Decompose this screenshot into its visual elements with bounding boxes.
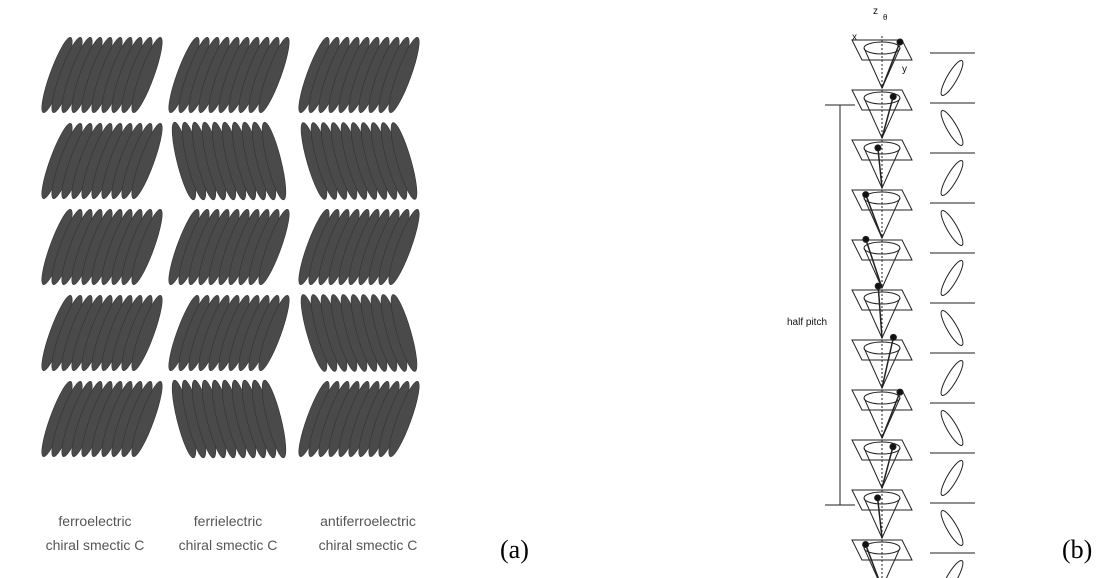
- arrow-head: [874, 494, 882, 502]
- arrow-head: [889, 443, 897, 451]
- director: [881, 337, 895, 389]
- molecule: [388, 209, 420, 285]
- cone: [863, 547, 901, 578]
- molecule: [131, 123, 163, 199]
- panel-a: [41, 37, 420, 459]
- molecule: [131, 381, 163, 457]
- axis-label: x: [852, 32, 857, 43]
- molecule-side: [940, 360, 964, 396]
- arrow-head: [889, 93, 897, 101]
- molecule-side: [940, 60, 964, 96]
- molecule: [131, 37, 163, 113]
- molecule: [261, 121, 287, 201]
- arrow-head: [889, 333, 897, 341]
- molecule: [258, 295, 290, 371]
- arrow-head: [896, 38, 904, 46]
- arrow-head: [862, 191, 870, 199]
- column-label: ferroelectric: [58, 513, 131, 529]
- arrow-head: [896, 388, 904, 396]
- molecule-side: [940, 260, 964, 296]
- director: [865, 239, 883, 289]
- panel-label: (a): [500, 535, 529, 564]
- arrow-head: [874, 282, 882, 290]
- director: [876, 497, 883, 539]
- molecule: [131, 209, 163, 285]
- axis-label: θ: [883, 13, 888, 22]
- column-label: ferrielectric: [194, 513, 262, 529]
- molecule-side: [940, 309, 964, 346]
- axis-label: y: [902, 64, 907, 75]
- director: [881, 96, 894, 139]
- arrow-head: [862, 235, 870, 243]
- molecule: [390, 294, 418, 372]
- molecule-side: [940, 460, 964, 496]
- director: [881, 391, 901, 439]
- molecule-side: [940, 560, 964, 578]
- molecule-side: [940, 110, 964, 146]
- molecule: [131, 295, 163, 371]
- director: [864, 544, 880, 578]
- molecule: [390, 122, 418, 200]
- panel-label: (b): [1062, 535, 1092, 564]
- molecule: [261, 379, 287, 459]
- half-pitch-label: half pitch: [787, 317, 827, 328]
- molecule: [258, 209, 290, 285]
- column-label: antiferroelectric: [320, 513, 416, 529]
- arrow-head: [874, 144, 882, 152]
- column-label: chiral smectic C: [319, 537, 418, 553]
- axis-label: z: [873, 6, 878, 17]
- molecule-side: [940, 160, 964, 196]
- molecule-side: [940, 410, 964, 446]
- column-label: chiral smectic C: [179, 537, 278, 553]
- director: [881, 41, 901, 89]
- panel-b: [825, 36, 975, 578]
- arrow-head: [862, 540, 870, 548]
- molecule: [388, 37, 420, 113]
- molecule-side: [940, 510, 964, 546]
- molecule: [388, 381, 420, 457]
- director: [877, 286, 883, 339]
- director: [865, 194, 883, 239]
- molecule: [258, 37, 290, 113]
- director: [881, 446, 894, 489]
- molecule-side: [940, 210, 964, 246]
- column-label: chiral smectic C: [46, 537, 145, 553]
- director: [877, 147, 883, 189]
